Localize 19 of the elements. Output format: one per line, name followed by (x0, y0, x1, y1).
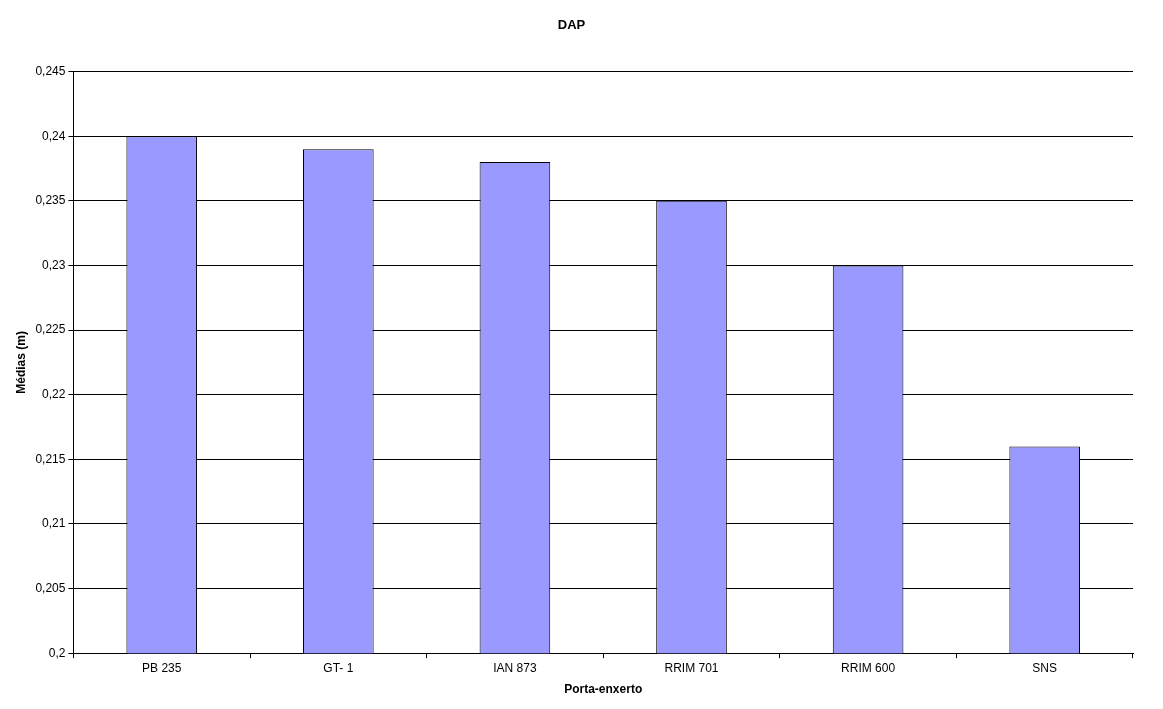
y-axis-title: Médias (m) (13, 331, 28, 394)
y-tick-label: 0,215 (35, 451, 66, 466)
x-tick-label: PB 235 (142, 660, 182, 675)
x-tick-label: SNS (1032, 660, 1058, 675)
y-tick-label: 0,205 (35, 580, 66, 595)
x-tick-label: IAN 873 (493, 660, 537, 675)
x-tick-label: RRIM 600 (841, 660, 896, 675)
y-tick-label: 0,23 (42, 257, 66, 272)
y-tick-label: 0,21 (42, 516, 66, 531)
y-tick-label: 0,245 (35, 63, 66, 78)
chart-title: DAP (557, 17, 586, 33)
x-axis-title: Porta-enxerto (564, 682, 643, 697)
y-tick-label: 0,24 (42, 128, 66, 143)
y-tick-label: 0,235 (35, 193, 66, 208)
x-tick-label: RRIM 701 (664, 660, 719, 675)
y-tick-label: 0,22 (42, 387, 66, 402)
y-tick-label: 0,2 (48, 645, 66, 660)
x-tick-label: GT- 1 (323, 660, 354, 675)
y-tick-label: 0,225 (35, 322, 66, 337)
